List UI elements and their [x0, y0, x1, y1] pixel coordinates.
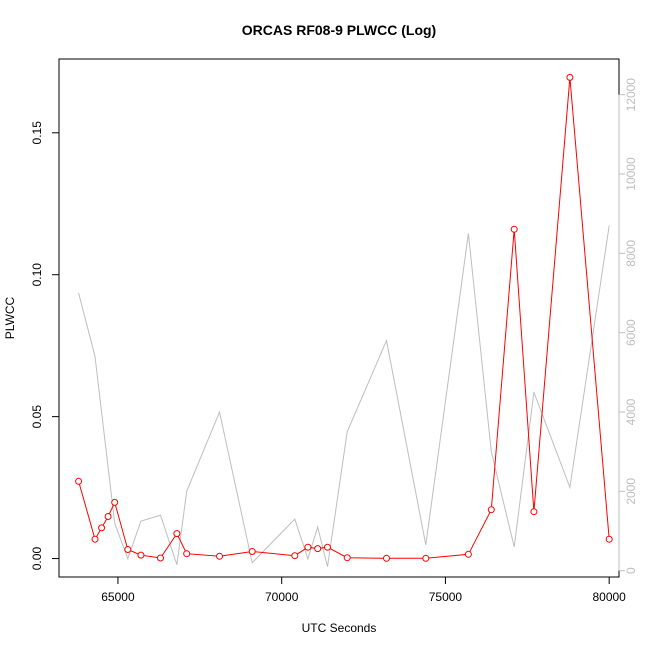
axes-layer: 65000 70000 75000 80000 0.00 0.05 0.10 0.15 0 200…	[30, 78, 638, 604]
data-point	[124, 546, 132, 553]
data-point	[343, 554, 351, 562]
data-point	[248, 548, 256, 555]
y-tick-label: 0.00	[30, 547, 44, 571]
data-point	[91, 535, 99, 543]
data-point	[605, 535, 613, 543]
data-point	[324, 543, 331, 551]
data-point	[104, 513, 112, 520]
y-tick-label: 0.10	[30, 263, 44, 287]
x-axis-label: UTC Seconds	[302, 621, 377, 635]
series-line-right-axis	[78, 225, 610, 567]
data-point	[173, 530, 181, 538]
series-layer	[75, 73, 613, 567]
y2-tick-label: 6000	[624, 319, 638, 346]
y2-tick-label: 12000	[624, 78, 638, 112]
y2-tick-label: 2000	[624, 478, 638, 505]
y-axis-label: PLWCC	[3, 296, 17, 339]
data-point	[464, 550, 472, 558]
y2-tick-label: 4000	[624, 398, 638, 425]
data-point	[530, 508, 538, 516]
data-point	[422, 554, 430, 562]
x-tick-label: 75000	[429, 590, 463, 604]
series-line-left-axis	[78, 77, 610, 559]
data-point	[304, 543, 312, 551]
x-tick-label: 70000	[265, 590, 299, 604]
data-point	[75, 477, 83, 485]
data-point	[291, 552, 299, 560]
data-point	[111, 498, 119, 506]
data-point	[157, 554, 164, 562]
data-point	[383, 554, 390, 562]
data-point	[487, 506, 495, 514]
data-point	[137, 551, 145, 559]
data-point	[216, 552, 223, 560]
x-tick-label: 65000	[101, 590, 135, 604]
chart-title: ORCAS RF08-9 PLWCC (Log)	[242, 22, 436, 38]
y-tick-label: 0.15	[30, 121, 44, 145]
data-point	[98, 524, 106, 532]
y2-tick-label: 0	[624, 567, 638, 574]
y2-tick-label: 10000	[624, 157, 638, 191]
data-point	[510, 225, 518, 233]
y2-tick-label: 8000	[624, 240, 638, 267]
data-point	[183, 550, 191, 558]
data-point	[314, 545, 322, 553]
x-tick-label: 80000	[592, 590, 626, 604]
y-tick-label: 0.05	[30, 405, 44, 429]
data-point	[566, 73, 574, 81]
